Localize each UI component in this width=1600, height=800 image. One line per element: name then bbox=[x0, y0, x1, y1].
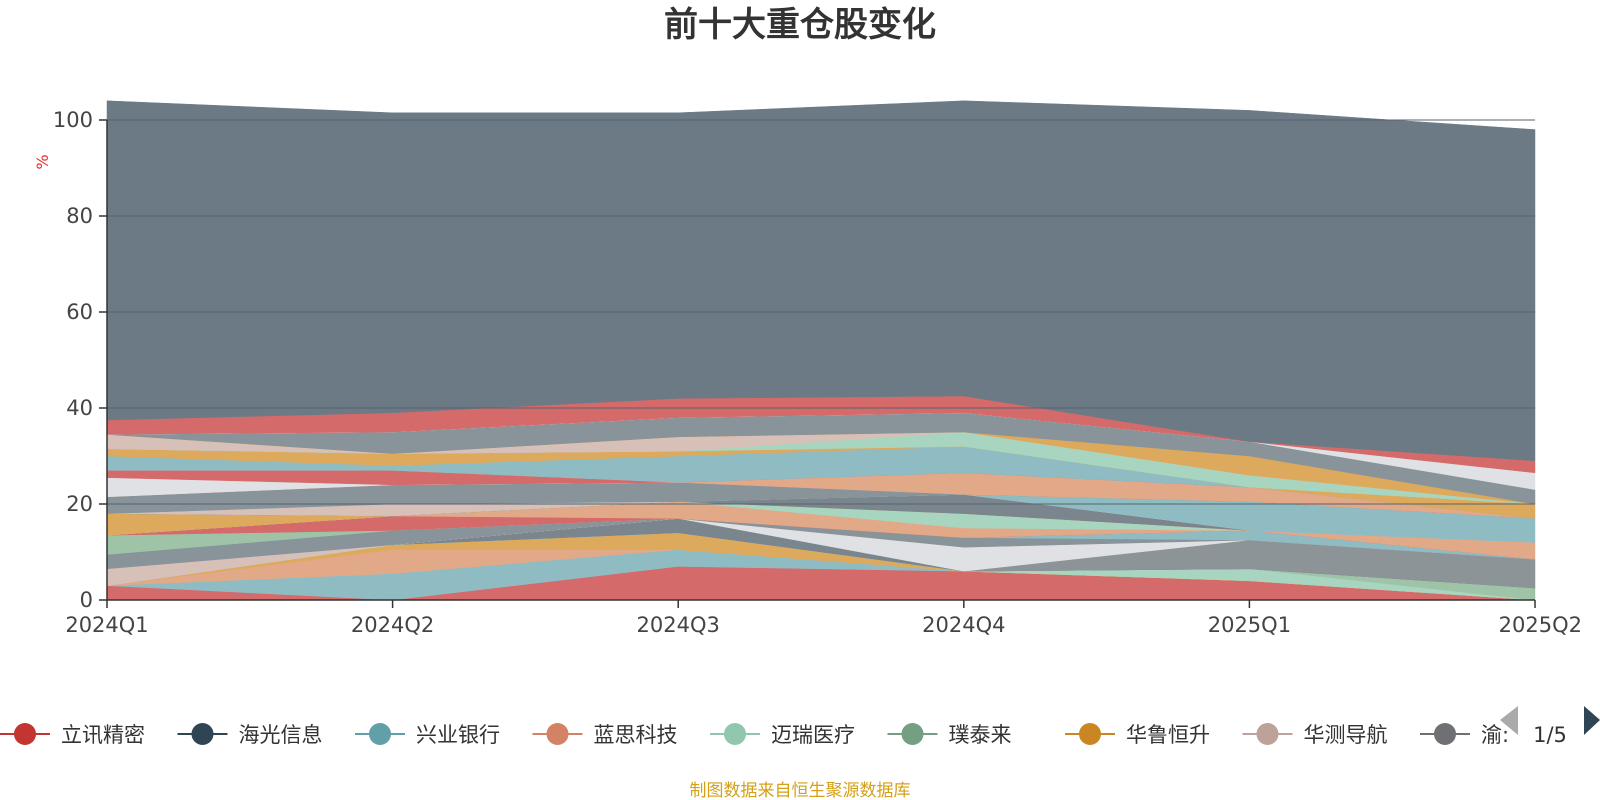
y-tick-label-0: 0 bbox=[80, 588, 93, 612]
legend-item-4[interactable]: 迈瑞医疗 bbox=[710, 723, 855, 747]
legend-marker-8 bbox=[1434, 723, 1456, 745]
legend-label-3: 蓝思科技 bbox=[594, 723, 678, 747]
legend-prev-icon[interactable] bbox=[1500, 706, 1518, 735]
area-series-32 bbox=[106, 100, 1536, 462]
legend-label-4: 迈瑞医疗 bbox=[771, 723, 855, 747]
plot-area bbox=[106, 100, 1536, 601]
chart-title: 前十大重仓股变化 bbox=[664, 5, 936, 45]
x-tick-label-4: 2025Q1 bbox=[1208, 613, 1291, 637]
legend-item-7[interactable]: 华测导航 bbox=[1242, 723, 1388, 747]
legend-marker-3 bbox=[546, 723, 569, 745]
source-note: 制图数据来自恒生聚源数据库 bbox=[690, 781, 911, 800]
legend-marker-1 bbox=[191, 723, 214, 745]
legend-label-1: 海光信息 bbox=[239, 723, 323, 747]
x-tick-label-3: 2024Q4 bbox=[922, 613, 1005, 637]
x-tick-label-1: 2024Q2 bbox=[351, 613, 434, 637]
x-tick-label-0: 2024Q1 bbox=[65, 613, 148, 637]
legend-marker-7 bbox=[1256, 723, 1279, 745]
legend-item-3[interactable]: 蓝思科技 bbox=[532, 723, 678, 747]
y-tick-label-2: 40 bbox=[66, 396, 93, 420]
axes: 0 20 40 60 80 100 2024Q1 2024Q2 2024Q3 2024Q4 2025… bbox=[53, 108, 1582, 637]
legend-label-8: 渝: bbox=[1481, 723, 1509, 747]
grid-lines bbox=[107, 119, 1535, 505]
y-tick-label-1: 20 bbox=[66, 492, 93, 516]
legend-item-5[interactable]: 璞泰来 bbox=[887, 723, 1012, 747]
legend-pager: 1/5 bbox=[1500, 706, 1600, 747]
legend-item-1[interactable]: 海光信息 bbox=[177, 723, 323, 747]
legend-item-8[interactable]: 渝: bbox=[1420, 723, 1509, 747]
legend-item-2[interactable]: 兴业银行 bbox=[355, 723, 500, 747]
legend-page-indicator: 1/5 bbox=[1533, 723, 1567, 747]
legend-next-icon[interactable] bbox=[1584, 706, 1600, 735]
legend-label-5: 璞泰来 bbox=[949, 723, 1012, 747]
x-tick-label-2: 2024Q3 bbox=[637, 613, 720, 637]
legend-marker-5 bbox=[901, 723, 924, 745]
legend: 立讯精密 海光信息 兴业银行 蓝思科技 迈瑞医疗 璞泰来 华鲁恒升 华测导航 渝: bbox=[0, 723, 1509, 747]
legend-marker-4 bbox=[724, 723, 746, 745]
y-tick-label-5: 100 bbox=[53, 108, 93, 132]
legend-item-6[interactable]: 华鲁恒升 bbox=[1065, 723, 1210, 747]
legend-item-0[interactable]: 立讯精密 bbox=[0, 723, 145, 747]
legend-label-2: 兴业银行 bbox=[416, 723, 500, 747]
y-axis-unit: % bbox=[33, 154, 52, 169]
x-tick-label-5: 2025Q2 bbox=[1499, 613, 1582, 637]
legend-label-0: 立讯精密 bbox=[61, 723, 145, 747]
legend-label-7: 华测导航 bbox=[1304, 723, 1388, 747]
y-tick-label-3: 60 bbox=[66, 300, 93, 324]
legend-marker-6 bbox=[1079, 723, 1101, 745]
legend-marker-2 bbox=[369, 723, 391, 745]
legend-label-6: 华鲁恒升 bbox=[1126, 723, 1210, 747]
y-tick-label-4: 80 bbox=[66, 204, 93, 228]
legend-marker-0 bbox=[14, 723, 36, 745]
